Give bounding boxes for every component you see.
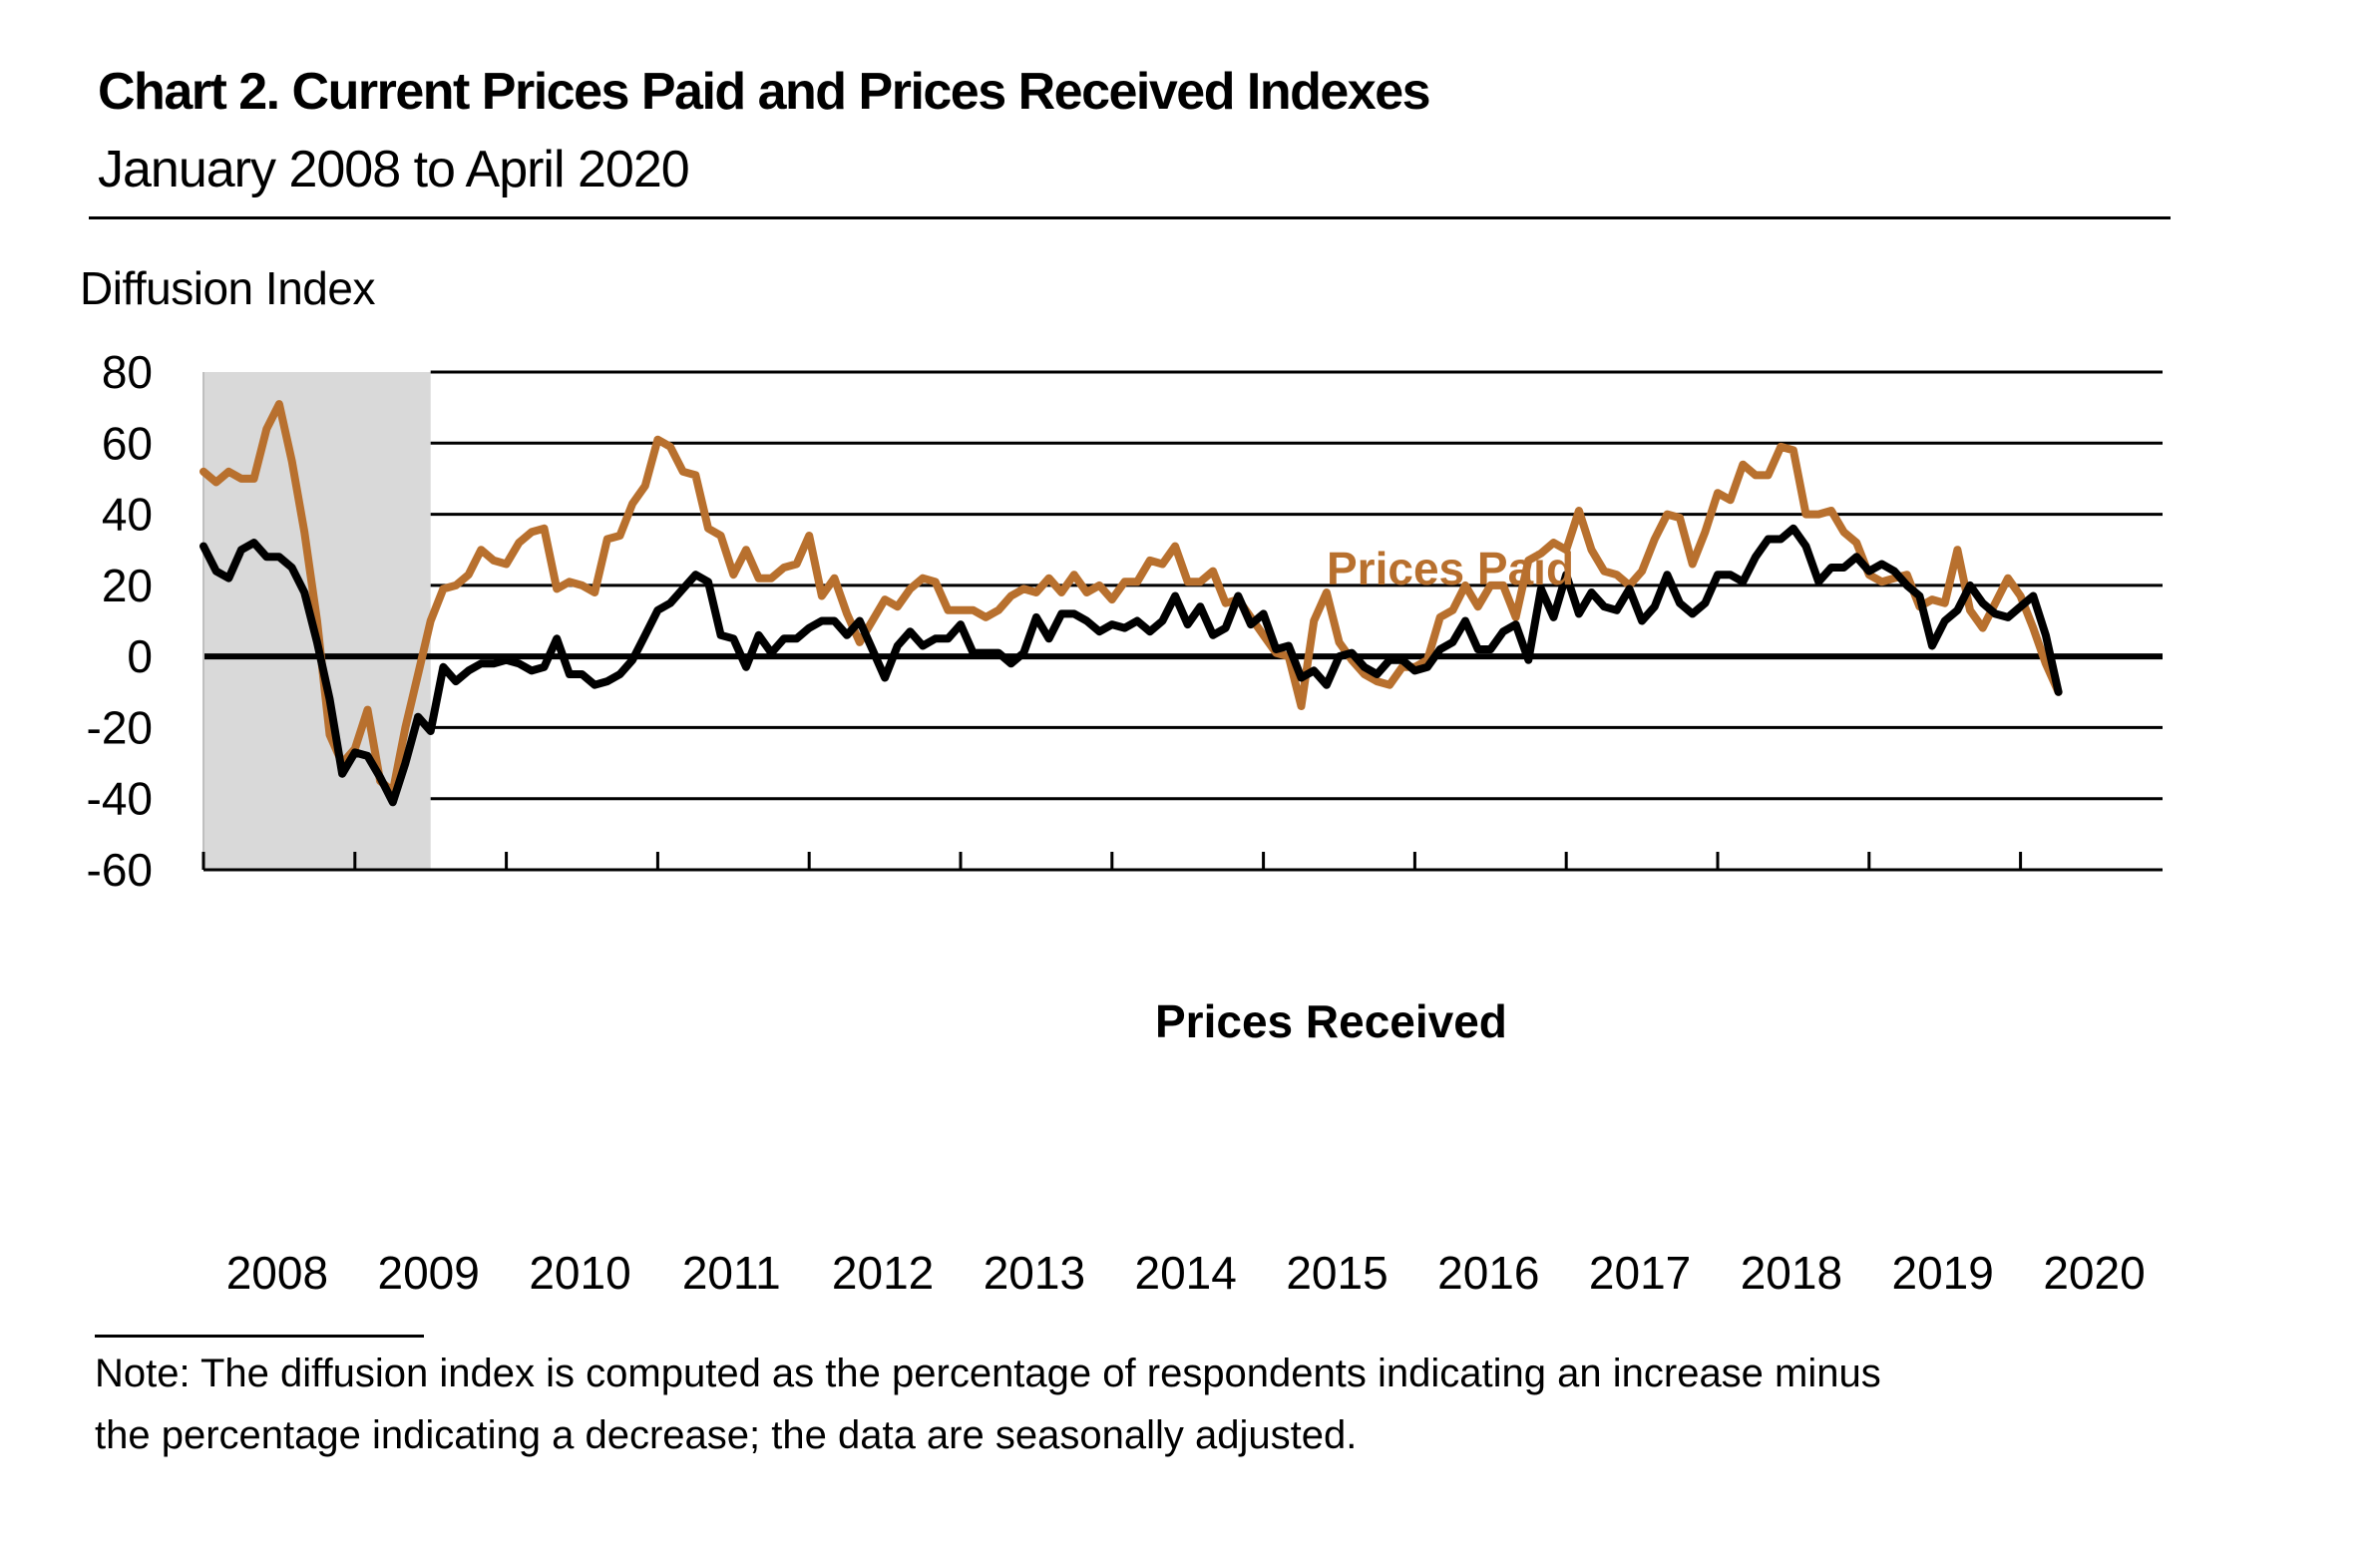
series-labels: Prices Paid Prices Received [1155,543,1574,1047]
prices-paid-line [199,400,2063,796]
x-tick-label: 2012 [832,1247,934,1299]
x-tick-label: 2014 [1135,1247,1237,1299]
y-tick-label: -20 [87,701,153,753]
prices-received-label: Prices Received [1155,995,1507,1047]
y-tick-label: 60 [102,417,153,469]
x-tick-label: 2008 [226,1247,328,1299]
title-divider [89,216,2171,219]
x-tick-label: 2016 [1437,1247,1539,1299]
x-tick-label: 2018 [1741,1247,1842,1299]
prices-received-series [199,524,2063,807]
series-lines [199,400,2063,807]
x-tick-label: 2011 [682,1247,781,1299]
prices-received-line [199,524,2063,807]
x-tick-label: 2020 [2043,1247,2145,1299]
x-tick-labels: 2008 2009 2010 2011 2012 2013 2014 2015 2016 2017… [226,1247,2146,1299]
note-line-2: the percentage indicating a decrease; th… [95,1413,1358,1457]
x-tick-label: 2013 [984,1247,1085,1299]
chart-subtitle: January 2008 to April 2020 [98,141,690,198]
axes [201,372,2163,872]
x-tick-label: 2017 [1589,1247,1691,1299]
y-tick-label: -60 [87,844,153,896]
y-tick-label: 80 [102,346,153,398]
footnote-divider [95,1335,424,1338]
x-tick-label: 2010 [529,1247,630,1299]
x-tick-label: 2015 [1286,1247,1388,1299]
y-tick-labels: 80 60 40 20 0 -20 -40 -60 [87,346,153,896]
x-tick-label: 2019 [1892,1247,1994,1299]
prices-paid-series [199,400,2063,796]
y-tick-label: -40 [87,773,153,825]
gridlines [203,370,2163,801]
y-tick-label: 20 [102,560,153,611]
x-tick-label: 2009 [378,1247,480,1299]
y-axis-title: Diffusion Index [80,262,375,314]
prices-paid-label: Prices Paid [1327,543,1574,594]
note-line-1: Note: The diffusion index is computed as… [95,1352,1881,1395]
chart-title: Chart 2. Current Prices Paid and Prices … [98,63,1431,121]
y-tick-label: 0 [127,630,153,682]
y-tick-label: 40 [102,489,153,541]
